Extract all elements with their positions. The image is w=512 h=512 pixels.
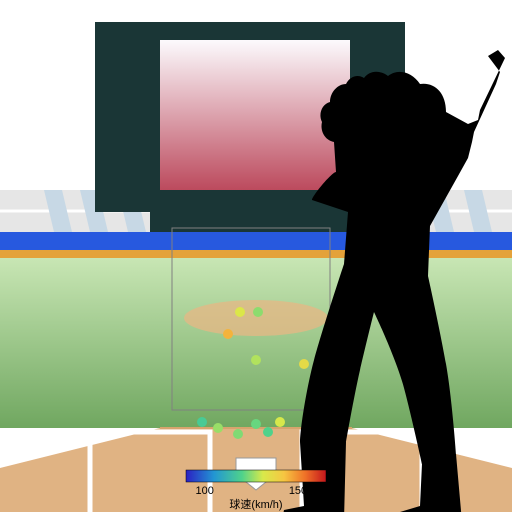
pitch-point xyxy=(251,419,261,429)
pitch-point xyxy=(223,329,233,339)
colorbar-tick-label: 100 xyxy=(195,485,213,497)
chart-svg: 100 150 球速(km/h) xyxy=(0,0,512,512)
pitch-point xyxy=(299,359,309,369)
pitch-point xyxy=(235,307,245,317)
colorbar-tick-label: 150 xyxy=(289,485,307,497)
colorbar-label: 球速(km/h) xyxy=(229,497,282,511)
pitch-point xyxy=(213,423,223,433)
pitch-point xyxy=(275,417,285,427)
pitch-point xyxy=(253,307,263,317)
pitchers-mound xyxy=(184,300,328,336)
pitch-point xyxy=(197,417,207,427)
pitch-location-chart: 100 150 球速(km/h) xyxy=(0,0,512,512)
pitch-point xyxy=(251,355,261,365)
outfield-wall xyxy=(0,232,512,250)
pitch-point xyxy=(233,429,243,439)
pitch-point xyxy=(263,427,273,437)
